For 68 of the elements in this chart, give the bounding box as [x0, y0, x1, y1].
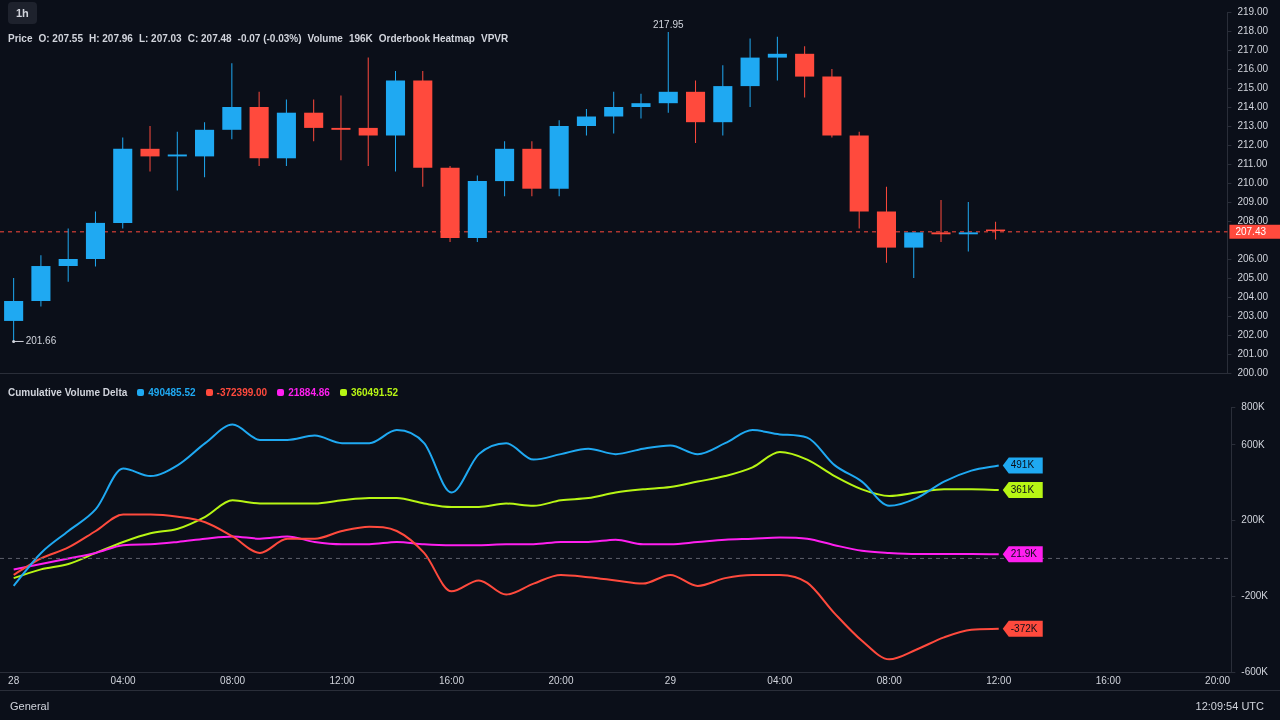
y-tick-label: 203.00 [1237, 309, 1269, 321]
y-tick-label: 201.00 [1237, 347, 1269, 359]
y-tick-label: -200K [1241, 590, 1269, 602]
line-series [12, 513, 1000, 661]
annotation: 217.95 [652, 18, 684, 30]
x-tick-label: 12:00 [986, 674, 1012, 686]
data-label: 361K [1010, 483, 1035, 495]
y-tick-label: 600K [1241, 438, 1265, 450]
candlestick [358, 57, 378, 166]
y-tick-label: 800K [1241, 400, 1265, 412]
annotation: Price [8, 33, 33, 44]
legend-label: 490485.52 [148, 387, 196, 398]
x-tick-label: 08:00 [220, 674, 246, 686]
line-series [12, 451, 1000, 580]
annotation: 196K [348, 33, 373, 44]
y-tick-label: 209.00 [1237, 195, 1269, 207]
data-label: -372K [1010, 622, 1038, 634]
y-tick-label: 210.00 [1237, 176, 1269, 188]
line-series [12, 535, 1000, 571]
annotation: C: 207.48 [187, 33, 232, 44]
y-tick-label: 206.00 [1237, 252, 1269, 264]
x-tick-label: 04:00 [110, 674, 137, 686]
text: General [10, 700, 50, 712]
data-label: 21.9K [1010, 548, 1038, 560]
x-tick-label: 16:00 [438, 674, 465, 686]
y-tick-label: 219.00 [1237, 5, 1269, 17]
x-tick-label: 12:00 [329, 674, 355, 686]
y-tick-label: 214.00 [1237, 100, 1269, 112]
annotation: Volume [307, 33, 343, 44]
line-series [12, 423, 1000, 587]
y-tick-label: -600K [1241, 665, 1269, 677]
y-tick-label: 204.00 [1237, 290, 1269, 302]
y-tick-label: 216.00 [1237, 62, 1269, 74]
x-tick-label: 16:00 [1095, 674, 1122, 686]
legend-label: 21884.86 [288, 387, 330, 398]
candlestick [331, 95, 351, 161]
y-tick-label: 205.00 [1237, 271, 1269, 283]
y-tick-label: 208.00 [1237, 214, 1269, 226]
data-label: 491K [1010, 459, 1035, 471]
chart-title: Cumulative Volume Delta [8, 387, 128, 398]
y-tick-label: 217.00 [1237, 43, 1269, 55]
candlestick [958, 202, 978, 252]
y-tick-label: 215.00 [1237, 81, 1269, 93]
x-tick-label: 20:00 [548, 674, 574, 686]
y-tick-label: 211.00 [1237, 157, 1268, 169]
annotation: L: 207.03 [138, 33, 182, 44]
y-tick-label: 218.00 [1237, 24, 1269, 36]
legend-label: 360491.52 [350, 387, 399, 398]
x-tick-label: 28 [8, 674, 20, 686]
annotation: H: 207.96 [88, 33, 133, 44]
annotation: -0.07 (-0.03%) [237, 33, 302, 44]
x-tick-label: 20:00 [1205, 674, 1231, 686]
y-tick-label: 212.00 [1237, 138, 1269, 150]
y-tick-label: 213.00 [1237, 119, 1269, 131]
annotation: VPVR [480, 33, 509, 44]
annotation: O: 207.55 [38, 33, 83, 44]
y-tick-label: 200.00 [1237, 366, 1269, 378]
annotation: 201.66 [25, 335, 57, 347]
x-tick-label: 08:00 [876, 674, 903, 686]
text: 12:09:54 UTC [1195, 700, 1264, 712]
legend-label: -372399.00 [216, 387, 268, 398]
ref-line-label: 207.43 [1235, 225, 1267, 237]
x-tick-label: 04:00 [767, 674, 793, 686]
y-tick-label: 200K [1241, 514, 1265, 526]
chart-title: 1h [8, 2, 37, 24]
x-tick-label: 29 [664, 674, 677, 686]
y-tick-label: 202.00 [1237, 328, 1269, 340]
annotation: Orderbook Heatmap [378, 33, 475, 44]
